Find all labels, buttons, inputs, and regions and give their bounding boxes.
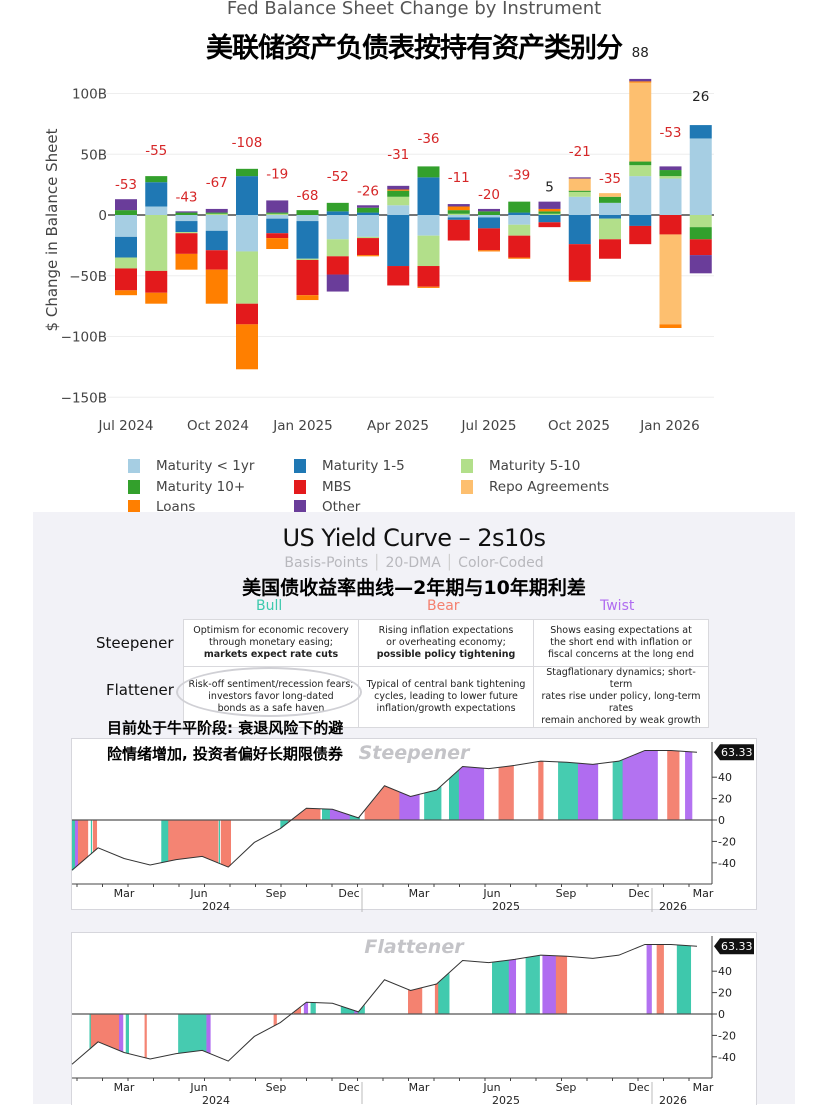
- x-month-label: Dec: [628, 887, 649, 900]
- x-month-label: Sep: [556, 887, 577, 900]
- y-tick-label: 40: [718, 965, 732, 978]
- y-tick-label: 20: [718, 987, 732, 1000]
- regime-band-twist: [691, 752, 692, 820]
- regime-band-twist: [209, 1014, 210, 1053]
- y-tick-label: -20: [718, 1029, 736, 1042]
- x-month-label: Jun: [189, 1081, 207, 1094]
- spread-line: [72, 944, 697, 1064]
- regime-band-bear: [146, 1014, 147, 1058]
- regime-band-twist: [418, 795, 419, 820]
- note-line-1: 目前处于牛平阶段: 衰退风险下的避: [107, 715, 343, 741]
- x-year-label: 2024: [202, 1094, 230, 1104]
- y-tick-label: -20: [718, 835, 736, 848]
- regime-band-bull: [539, 955, 540, 1014]
- regime-band-twist: [657, 750, 658, 820]
- y-tick-label: -40: [718, 857, 736, 870]
- y-tick-label: 0: [718, 1008, 725, 1021]
- x-year-label: 2026: [659, 900, 687, 913]
- regime-band-bear: [87, 820, 88, 857]
- y-tick-label: -40: [718, 1051, 736, 1064]
- panel-title-steepener: Steepener: [359, 742, 471, 764]
- x-year-label: 2026: [659, 1094, 687, 1104]
- panel-title-flattener: Flattener: [364, 936, 465, 958]
- regime-band-bull: [91, 820, 92, 854]
- x-month-label: Dec: [628, 1081, 649, 1094]
- x-year-label: 2025: [492, 900, 520, 913]
- x-month-label: Mar: [693, 1081, 714, 1094]
- x-year-label: 2025: [492, 1094, 520, 1104]
- regime-band-bull: [690, 946, 691, 1014]
- x-month-label: Mar: [114, 887, 135, 900]
- regime-band-twist: [483, 768, 484, 820]
- y-tick-label: 20: [718, 793, 732, 806]
- regime-band-twist: [307, 1002, 308, 1014]
- regime-band-bear: [217, 820, 218, 863]
- regime-band-bear: [276, 1014, 277, 1025]
- regime-band-twist: [651, 944, 652, 1014]
- regime-band-bear: [96, 820, 97, 850]
- x-month-label: Sep: [266, 1081, 287, 1094]
- x-month-label: Mar: [114, 1081, 135, 1094]
- regime-band-bear: [663, 944, 664, 1014]
- note-cn: 目前处于牛平阶段: 衰退风险下的避 险情绪增加, 投资者偏好长期限债券: [107, 715, 343, 767]
- regime-band-bear: [230, 820, 231, 866]
- regime-band-bull: [219, 820, 220, 863]
- regime-band-twist: [515, 959, 516, 1014]
- regime-band-bear: [421, 988, 422, 1014]
- x-month-label: Jun: [189, 887, 207, 900]
- regime-band-bull: [448, 973, 449, 1014]
- y-tick-label: 0: [718, 814, 725, 827]
- regime-band-bull: [440, 787, 441, 820]
- x-month-label: Mar: [409, 1081, 430, 1094]
- last-value-label: 63.33: [721, 746, 753, 759]
- x-year-label: 2024: [202, 900, 230, 913]
- regime-band-bear: [319, 809, 320, 820]
- regime-band-bear: [300, 1007, 301, 1014]
- x-month-label: Dec: [338, 1081, 359, 1094]
- regime-band-twist: [597, 764, 598, 820]
- regime-band-bear: [513, 766, 514, 820]
- x-month-label: Mar: [409, 887, 430, 900]
- x-month-label: Sep: [556, 1081, 577, 1094]
- regime-band-bear: [542, 761, 543, 820]
- regime-band-bull: [315, 1003, 316, 1014]
- x-month-label: Jun: [482, 887, 500, 900]
- x-month-label: Dec: [338, 887, 359, 900]
- regime-band-bear: [678, 751, 679, 820]
- last-value-label: 63.33: [721, 940, 753, 953]
- regime-band-bull: [364, 1005, 365, 1014]
- x-month-label: Sep: [266, 887, 287, 900]
- x-month-label: Jun: [482, 1081, 500, 1094]
- x-month-label: Mar: [693, 887, 714, 900]
- regime-band-bull: [128, 1014, 129, 1053]
- note-line-2: 险情绪增加, 投资者偏好长期限债券: [107, 741, 343, 767]
- regime-band-bear: [566, 956, 567, 1014]
- regime-band-twist: [122, 1014, 123, 1052]
- y-tick-label: 40: [718, 771, 732, 784]
